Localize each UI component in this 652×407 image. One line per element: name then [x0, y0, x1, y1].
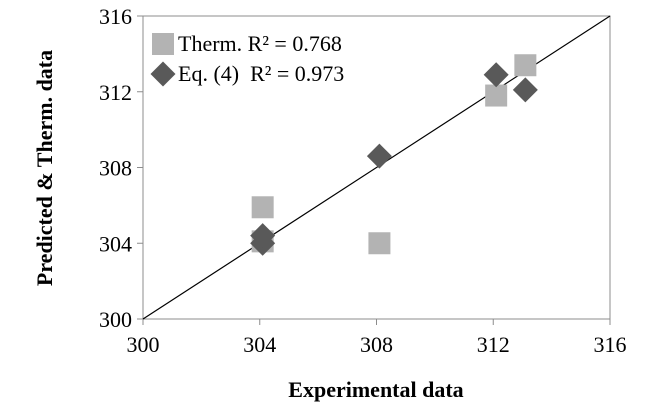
- x-tick-label-4: 316: [594, 332, 627, 357]
- x-axis-title: Experimental data: [288, 377, 463, 402]
- therm-point-1: [251, 196, 274, 219]
- y-tick-label-1: 304: [99, 231, 132, 256]
- eq4-point-1: [250, 223, 276, 249]
- x-tick-label-3: 312: [477, 332, 510, 357]
- legend-marker-1: [150, 61, 176, 87]
- legend-label-0: Therm. R² = 0.768: [178, 31, 342, 56]
- points-layer: [250, 54, 538, 256]
- x-tick-label-2: 308: [360, 332, 393, 357]
- legend: Therm. R² = 0.768 Eq. (4) R² = 0.973: [150, 31, 344, 87]
- y-axis-title: Predicted & Therm. data: [32, 50, 57, 286]
- therm-point-3: [485, 84, 508, 107]
- therm-point-2: [368, 232, 391, 255]
- y-tick-label-4: 316: [99, 4, 132, 29]
- axes: 300 304 308 312 316 300 304 308 312 316: [99, 4, 627, 357]
- x-tick-label-0: 300: [127, 332, 160, 357]
- therm-point-4: [514, 54, 537, 77]
- legend-marker-0: [152, 33, 174, 55]
- y-tick-label-2: 308: [99, 156, 132, 181]
- y-tick-label-0: 300: [99, 307, 132, 332]
- eq4-point-4: [512, 77, 538, 103]
- eq4-point-3: [483, 62, 509, 88]
- legend-label-1: Eq. (4) R² = 0.973: [178, 61, 344, 86]
- eq4-point-2: [366, 143, 392, 169]
- y-tick-label-3: 312: [99, 80, 132, 105]
- x-tick-label-1: 304: [243, 332, 276, 357]
